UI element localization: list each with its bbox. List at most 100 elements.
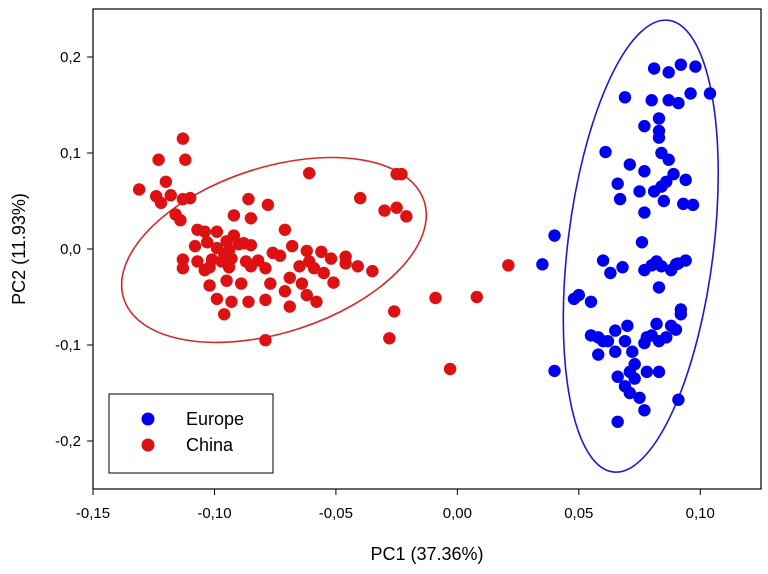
point-europe (677, 197, 690, 211)
point-europe (572, 288, 586, 302)
point-china (307, 262, 321, 275)
point-europe (548, 229, 561, 242)
point-europe (689, 60, 702, 73)
point-europe (686, 198, 700, 212)
point-europe (672, 393, 685, 406)
point-china (443, 362, 457, 376)
point-china (295, 277, 309, 290)
point-europe (652, 131, 666, 144)
point-china (210, 292, 224, 306)
x-tick-label: -0,05 (319, 505, 353, 522)
point-europe (645, 94, 658, 107)
point-china (259, 293, 272, 307)
point-china (222, 261, 236, 274)
point-europe (621, 319, 634, 332)
point-china (176, 192, 190, 206)
ellipse-china (120, 156, 428, 344)
point-china (225, 295, 238, 308)
x-tick-label: 0,00 (443, 505, 472, 522)
point-china (259, 334, 272, 347)
point-china (351, 260, 364, 273)
point-europe (684, 87, 697, 100)
x-axis-ticks: -0,15 -0,10 -0,05 0,00 0,05 0,10 (76, 489, 715, 522)
point-china (152, 153, 165, 166)
point-china (278, 223, 292, 236)
point-europe (609, 345, 622, 358)
point-china (324, 252, 338, 265)
point-china (278, 285, 292, 298)
legend-box (108, 393, 274, 474)
point-europe (635, 236, 649, 249)
legend-marker-europe (141, 412, 155, 426)
point-europe (640, 365, 654, 379)
point-europe (669, 323, 683, 336)
point-europe (669, 258, 683, 271)
legend-label-china: China (186, 435, 234, 455)
point-china (234, 277, 248, 290)
point-europe (633, 391, 646, 404)
point-china (400, 210, 413, 223)
point-europe (601, 334, 615, 348)
point-china (220, 274, 233, 287)
point-china (470, 290, 483, 304)
point-china (317, 266, 330, 280)
point-china (502, 259, 515, 272)
point-china (176, 132, 190, 145)
data-points (132, 58, 717, 428)
point-china (366, 264, 379, 278)
point-china (164, 189, 177, 202)
point-europe (703, 87, 717, 100)
point-china (283, 271, 296, 284)
legend-label-europe: Europe (186, 409, 244, 429)
point-china (264, 277, 277, 290)
point-china (217, 308, 231, 321)
y-axis-ticks: -0,2 -0,1 0,0 0,1 0,2 (55, 49, 93, 450)
point-europe (604, 266, 617, 280)
point-china (383, 332, 396, 345)
point-china (261, 198, 275, 212)
point-europe (652, 365, 666, 379)
legend: Europe China (108, 393, 274, 474)
point-china (198, 225, 211, 238)
point-europe (647, 185, 661, 198)
point-europe (611, 415, 624, 428)
point-europe (638, 404, 651, 417)
point-europe (596, 254, 610, 267)
point-europe (638, 336, 651, 350)
point-europe (611, 177, 624, 190)
point-europe (536, 258, 549, 271)
point-europe (647, 62, 661, 75)
x-tick-label: 0,10 (686, 505, 715, 522)
point-china (390, 201, 403, 214)
point-china (300, 244, 313, 258)
point-china (244, 212, 258, 225)
point-europe (638, 206, 651, 219)
y-tick-label: 0,2 (60, 49, 81, 66)
point-europe (650, 317, 663, 331)
point-europe (623, 386, 637, 400)
point-europe (623, 158, 637, 171)
point-europe (548, 364, 561, 378)
point-china (210, 225, 224, 238)
point-europe (611, 370, 624, 383)
point-china (354, 191, 367, 205)
point-china (242, 192, 255, 206)
point-china (154, 196, 168, 210)
point-china (244, 260, 258, 273)
point-china (429, 291, 442, 305)
x-tick-label: 0,05 (564, 505, 593, 522)
y-tick-label: 0,1 (60, 145, 81, 162)
point-china (132, 183, 146, 196)
confidence-ellipses (120, 19, 720, 473)
point-europe (626, 345, 639, 358)
point-europe (652, 281, 666, 294)
point-china (327, 276, 340, 289)
point-europe (618, 91, 632, 104)
point-europe (616, 261, 629, 274)
point-europe (618, 334, 632, 348)
point-europe (662, 94, 675, 107)
point-europe (657, 194, 671, 208)
point-china (174, 214, 187, 227)
point-china (176, 262, 190, 275)
point-europe (679, 173, 692, 187)
